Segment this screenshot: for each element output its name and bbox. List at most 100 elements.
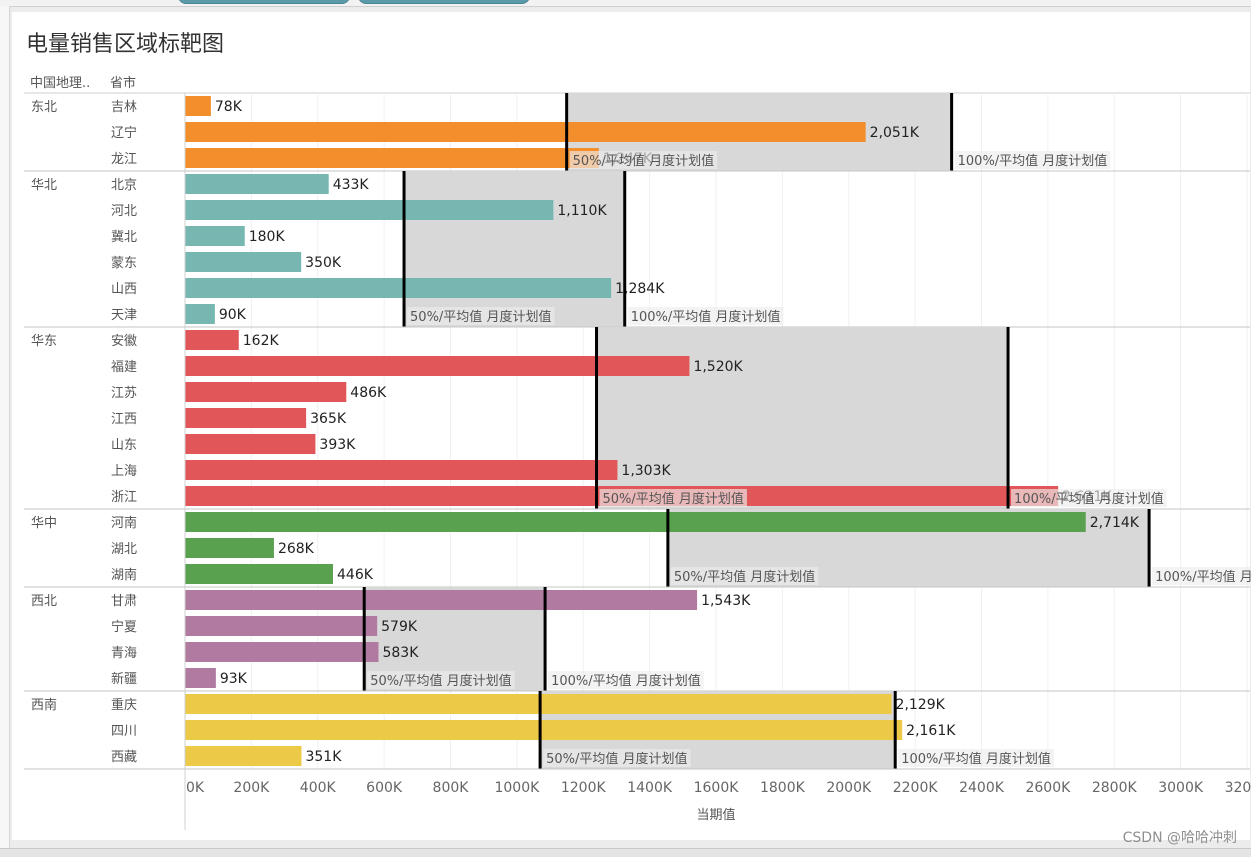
value-label: 268K <box>278 541 315 557</box>
band-low-label: 50%/平均值 月度计划值 <box>674 569 815 585</box>
band-high-label: 100%/平均值 月度计划值 <box>631 309 781 325</box>
value-label: 350K <box>305 255 342 271</box>
value-bar <box>185 96 211 116</box>
x-tick-label: 1600K <box>694 780 740 796</box>
sheet-tabs-bar <box>0 848 1251 857</box>
x-tick-label: 1400K <box>627 780 673 796</box>
province-label: 天津 <box>111 308 137 323</box>
value-bar <box>185 200 554 220</box>
value-bar <box>185 408 307 428</box>
province-label: 河北 <box>111 204 137 219</box>
value-bar <box>185 720 903 740</box>
region-label: 华东 <box>31 334 57 349</box>
band-low-label-bg <box>367 671 515 689</box>
band-high-label-bg <box>548 671 704 689</box>
value-bar <box>185 512 1086 532</box>
value-label: 583K <box>382 645 419 661</box>
value-bar <box>185 330 239 350</box>
band-low-label-bg <box>670 567 819 585</box>
top-toolbar-strip <box>0 0 1251 7</box>
value-bar <box>185 252 302 272</box>
province-label: 安徽 <box>111 334 137 349</box>
value-bar <box>185 278 612 298</box>
province-label: 山东 <box>111 438 137 453</box>
header-region: 中国地理.. <box>30 76 90 91</box>
value-label: 579K <box>381 619 418 635</box>
region-label: 华中 <box>31 516 57 531</box>
value-label: 486K <box>350 385 387 401</box>
region-label: 华北 <box>31 178 57 193</box>
province-label: 山西 <box>111 282 137 297</box>
value-label: 1,520K <box>693 359 743 375</box>
province-label: 甘肃 <box>111 594 137 609</box>
value-label: 1,284K <box>615 281 665 297</box>
value-bar <box>185 564 334 584</box>
x-tick-label: 1000K <box>494 780 540 796</box>
band-high-label-bg <box>954 151 1111 169</box>
region-label: 东北 <box>31 100 57 115</box>
value-bar <box>185 382 347 402</box>
x-tick-label: 600K <box>366 780 403 796</box>
band-low-label: 50%/平均值 月度计划值 <box>370 673 511 689</box>
x-tick-label: 2200K <box>893 780 939 796</box>
province-label: 重庆 <box>111 697 137 713</box>
province-label: 江西 <box>111 412 137 427</box>
x-axis-title: 当期值 <box>696 807 735 823</box>
value-label: 2,129K <box>896 697 946 713</box>
band-low-label-bg <box>569 151 718 169</box>
province-label: 湖北 <box>111 542 137 557</box>
value-bar <box>185 148 599 168</box>
value-bar <box>185 174 329 194</box>
x-tick-label: 3000K <box>1158 780 1204 796</box>
band-low-label-bg <box>543 749 691 767</box>
province-label: 青海 <box>111 646 137 661</box>
value-label: 78K <box>215 99 243 115</box>
value-bar <box>185 434 316 454</box>
value-bar <box>185 356 690 376</box>
x-tick-label: 1200K <box>561 780 607 796</box>
reference-band <box>404 171 625 327</box>
x-tick-label: 2400K <box>959 780 1005 796</box>
x-tick-label: 0K <box>186 780 205 796</box>
value-bar <box>185 642 379 662</box>
province-label: 辽宁 <box>111 125 137 141</box>
province-label: 西藏 <box>111 750 137 765</box>
province-label: 蒙东 <box>111 256 137 271</box>
region-label: 西南 <box>31 697 57 713</box>
value-label: 180K <box>249 229 286 245</box>
band-low-label: 50%/平均值 月度计划值 <box>573 153 714 169</box>
band-high-label: 100%/平均值 月度计划值 <box>551 673 701 689</box>
value-bar <box>185 746 302 766</box>
value-label: 446K <box>337 567 374 583</box>
chart-title: 电量销售区域标靶图 <box>26 32 224 57</box>
value-bar <box>185 226 245 246</box>
band-low-label: 50%/平均值 月度计划值 <box>603 491 744 507</box>
value-bar <box>185 616 378 636</box>
province-label: 江苏 <box>111 385 137 401</box>
value-bar <box>185 668 216 688</box>
x-tick-label: 200K <box>233 780 270 796</box>
province-label: 吉林 <box>111 100 137 115</box>
header-province: 省市 <box>110 75 136 91</box>
value-bar <box>185 538 274 558</box>
band-high-label-bg <box>898 749 1054 767</box>
province-label: 宁夏 <box>111 619 137 635</box>
side-panel-strip <box>0 6 10 850</box>
band-high-label: 100%/平均值 月度计划值 <box>1155 569 1251 585</box>
province-label: 河南 <box>111 515 137 531</box>
province-label: 湖南 <box>111 567 137 583</box>
value-bar <box>185 122 866 142</box>
province-label: 冀北 <box>111 229 137 245</box>
x-tick-label: 1800K <box>760 780 806 796</box>
band-high-label: 100%/平均值 月度计划值 <box>1014 491 1164 507</box>
reference-band <box>596 327 1009 509</box>
province-label: 新疆 <box>111 671 137 687</box>
band-high-label: 100%/平均值 月度计划值 <box>901 751 1051 767</box>
province-label: 龙江 <box>111 152 137 167</box>
x-tick-label: 3200K <box>1225 780 1251 796</box>
province-label: 北京 <box>111 178 137 193</box>
value-label: 2,714K <box>1090 515 1140 531</box>
region-label: 西北 <box>31 594 57 609</box>
band-high-label: 100%/平均值 月度计划值 <box>958 153 1108 169</box>
